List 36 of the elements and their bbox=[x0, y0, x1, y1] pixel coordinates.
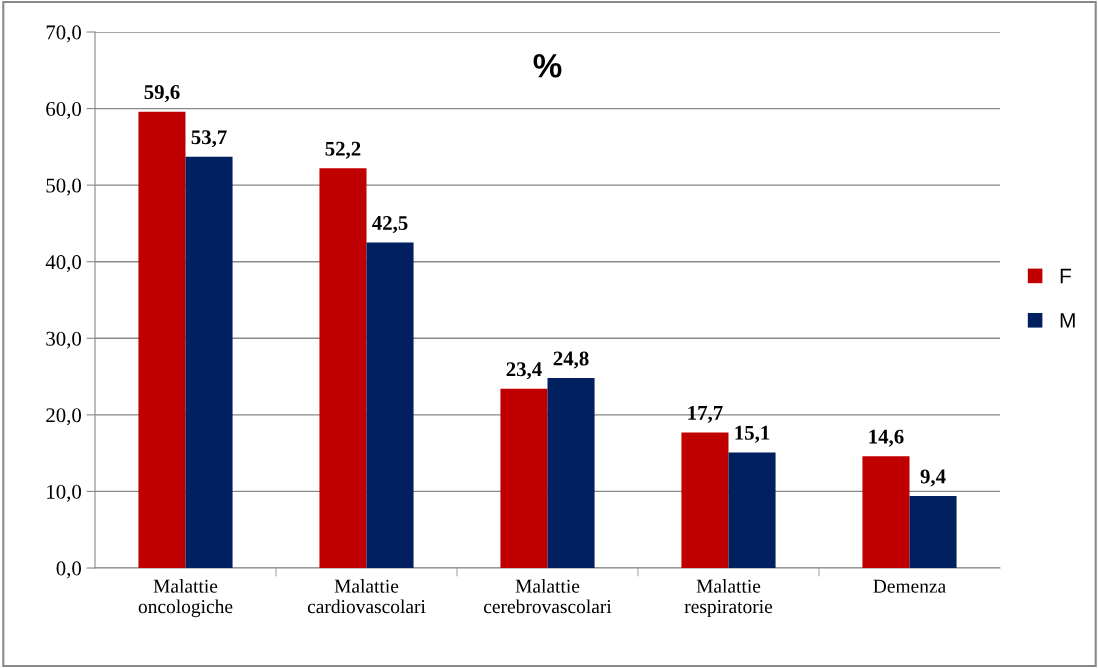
bar bbox=[500, 388, 548, 568]
y-tick-label: 60,0 bbox=[46, 101, 82, 119]
data-label: 42,5 bbox=[372, 216, 408, 234]
y-tick-label: 70,0 bbox=[46, 25, 82, 43]
data-label: 52,2 bbox=[325, 141, 361, 159]
bar bbox=[185, 156, 233, 568]
data-label: 17,7 bbox=[688, 405, 723, 423]
y-tick-label: 0,0 bbox=[56, 561, 82, 579]
data-label: 14,6 bbox=[869, 429, 904, 447]
bar bbox=[909, 496, 957, 568]
bar bbox=[681, 432, 729, 568]
data-label: 53,7 bbox=[191, 130, 227, 148]
x-tick-label: Malattie oncologiche bbox=[138, 579, 233, 618]
data-label: 23,4 bbox=[506, 362, 542, 380]
x-tick-label: Demenza bbox=[873, 579, 946, 593]
data-label: 9,4 bbox=[920, 469, 946, 487]
x-tick-label: Malattie cerebrovascolari bbox=[484, 579, 612, 614]
data-label: 15,1 bbox=[735, 425, 770, 443]
y-tick-label: 10,0 bbox=[47, 484, 82, 502]
y-tick-label: 20,0 bbox=[46, 408, 82, 426]
legend-label: M bbox=[1060, 313, 1075, 328]
x-tick-label: Malattie respiratorie bbox=[684, 579, 773, 618]
bar bbox=[319, 168, 367, 568]
y-tick-label: 30,0 bbox=[46, 331, 82, 349]
data-label: 59,6 bbox=[144, 85, 180, 103]
y-tick-label: 50,0 bbox=[46, 178, 82, 196]
x-tick-label: Malattie cardiovascolari bbox=[307, 579, 426, 614]
bar bbox=[138, 111, 186, 568]
data-label: 24,8 bbox=[553, 351, 589, 369]
legend-label: F bbox=[1060, 268, 1071, 284]
text: % bbox=[533, 54, 562, 78]
y-tick-label: 40,0 bbox=[45, 255, 82, 273]
bar bbox=[547, 378, 595, 568]
bar bbox=[728, 452, 776, 568]
bar bbox=[366, 242, 414, 568]
bar bbox=[862, 456, 910, 568]
